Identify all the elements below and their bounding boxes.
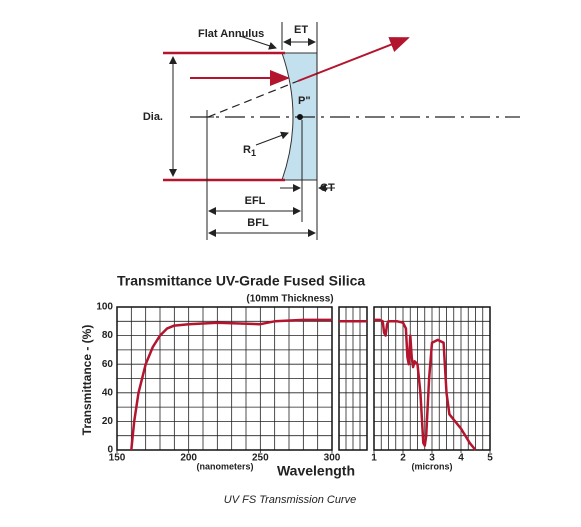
x-tick-label: 250 bbox=[252, 453, 269, 464]
x-unit: (microns) bbox=[411, 461, 452, 471]
y-tick-label: 40 bbox=[102, 387, 114, 398]
plot-frame bbox=[116, 306, 333, 451]
label: 1 bbox=[251, 148, 256, 158]
leader bbox=[239, 35, 277, 50]
y-tick-label: 20 bbox=[102, 416, 114, 427]
x-tick-label: 150 bbox=[109, 453, 126, 464]
x-axis-label: Wavelength bbox=[277, 463, 355, 479]
virtual-ray bbox=[207, 80, 299, 118]
label: P" bbox=[298, 95, 311, 107]
caption: UV FS Transmission Curve bbox=[224, 494, 356, 506]
x-tick-label: 1 bbox=[371, 453, 377, 464]
plot-frame bbox=[338, 306, 368, 451]
label: CT bbox=[320, 182, 335, 194]
label: EFL bbox=[245, 195, 266, 207]
chart-title: Transmittance UV-Grade Fused Silica bbox=[117, 273, 365, 289]
label: ET bbox=[294, 24, 308, 36]
label: BFL bbox=[247, 217, 269, 229]
x-tick-label: 5 bbox=[487, 453, 493, 464]
label: Dia. bbox=[143, 111, 163, 123]
data-line bbox=[130, 318, 332, 451]
leader bbox=[255, 131, 289, 146]
label: R1 bbox=[243, 144, 256, 158]
principal-point bbox=[297, 114, 303, 120]
chart-subtitle: (10mm Thickness) bbox=[246, 294, 333, 305]
y-tick-label: 100 bbox=[96, 302, 113, 313]
x-tick-label: 3 bbox=[429, 453, 435, 464]
y-tick-label: 80 bbox=[102, 330, 114, 341]
plot-frame bbox=[373, 306, 491, 451]
y-tick-label: 60 bbox=[102, 359, 114, 370]
x-unit: (nanometers) bbox=[196, 461, 253, 471]
x-tick-label: 200 bbox=[180, 453, 197, 464]
label: R bbox=[243, 144, 251, 156]
x-tick-label: 300 bbox=[324, 453, 341, 464]
lens-diagram: Flat Annulus ET P" Dia. R1 CT EFL BFL bbox=[143, 22, 520, 240]
y-tick-label: 0 bbox=[107, 445, 113, 456]
x-tick-label: 2 bbox=[400, 453, 406, 464]
data-line bbox=[374, 318, 477, 451]
label: Flat Annulus bbox=[198, 28, 264, 40]
x-tick-label: 4 bbox=[458, 453, 464, 464]
ray-out bbox=[297, 37, 410, 82]
y-axis-label: Transmittance - (%) bbox=[80, 325, 94, 436]
